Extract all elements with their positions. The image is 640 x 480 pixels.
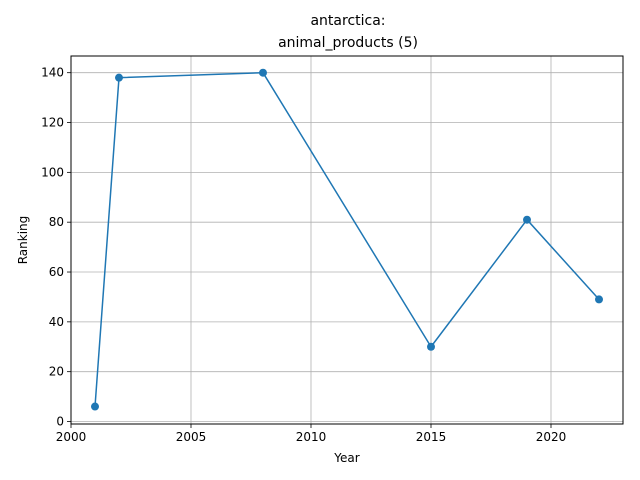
x-tick-label: 2020 — [536, 430, 567, 444]
x-tick-label: 2010 — [296, 430, 327, 444]
data-point — [427, 342, 435, 351]
chart-title-line2: animal_products (5) — [278, 35, 418, 51]
data-point — [523, 215, 531, 224]
y-tick-label: 20 — [49, 365, 64, 379]
y-tick-label: 60 — [49, 265, 64, 279]
data-point — [91, 402, 99, 411]
y-tick-label: 140 — [41, 66, 64, 80]
x-tick-label: 2000 — [56, 430, 87, 444]
x-tick-label: 2015 — [416, 430, 447, 444]
data-point — [595, 295, 603, 304]
y-tick-label: 120 — [41, 116, 64, 130]
y-tick-label: 0 — [56, 415, 64, 429]
y-tick-label: 40 — [49, 315, 64, 329]
x-axis-label: Year — [333, 451, 359, 465]
chart-title: antarctica: animal_products (5) — [278, 13, 418, 51]
data-point — [259, 68, 267, 77]
chart-title-line1: antarctica: — [310, 13, 385, 29]
y-tick-label: 80 — [49, 215, 64, 229]
x-tick-label: 2005 — [176, 430, 207, 444]
axis-ticks: 2000 2005 2010 2015 2020 0 20 40 60 80 100 120 140 — [41, 66, 566, 444]
y-axis-label: Ranking — [16, 216, 30, 265]
y-tick-label: 100 — [41, 165, 64, 179]
series-layer — [91, 68, 603, 411]
data-point — [115, 73, 123, 82]
plot-area-frame — [70, 55, 624, 425]
series-line — [94, 71, 600, 407]
grid-lines — [70, 56, 623, 424]
